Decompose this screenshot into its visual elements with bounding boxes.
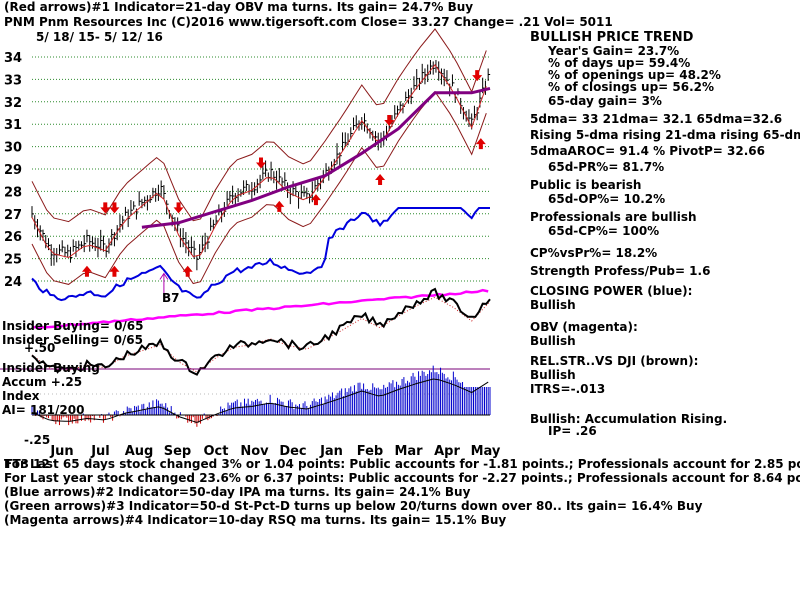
- signal-arrows: [81, 70, 486, 294]
- month-label: May: [471, 444, 501, 459]
- panel-line: Bullish: [530, 368, 576, 382]
- month-label: Oct: [204, 444, 229, 459]
- insider-buying-label-2: Insider Buying: [2, 361, 100, 375]
- panel-line: 65d-PR%= 81.7%: [548, 160, 665, 174]
- header-indicator-1: (Red arrows)#1 Indicator=21-day OBV ma t…: [4, 0, 474, 14]
- month-label: Apr: [434, 444, 460, 459]
- panel-line: Strength Profess/Pub= 1.6: [530, 264, 711, 278]
- month-label: Dec: [279, 444, 306, 459]
- magenta-up-arrowhead: [159, 272, 169, 280]
- y-axis: 34 33 32 31 30 29 28 27 26 25 24: [4, 51, 22, 290]
- lower-band-line: [31, 90, 487, 285]
- accum-minus25-label: -.25: [24, 433, 51, 447]
- footer-line: (Green arrows)#3 Indicator=50-d St-Pct-D…: [4, 499, 703, 513]
- header-date-range: 5/ 18/ 15- 5/ 12/ 16: [36, 30, 163, 44]
- panel-title: BULLISH PRICE TREND: [530, 30, 694, 45]
- panel-line: CP%vsPr%= 18.2%: [530, 246, 658, 260]
- red-up-arrow: [475, 138, 486, 150]
- panel-line: IP= .26: [548, 424, 597, 438]
- price-chart: 34 33 32 31 30 29 28 27 26 25 24 Jun Jul Aug Sep Oct No…: [0, 28, 501, 459]
- ai-label: AI= 181/200: [2, 403, 85, 417]
- panel-line: Bullish: Accumulation Rising.: [530, 412, 728, 426]
- red-down-arrow: [109, 202, 120, 214]
- red-up-arrow: [182, 265, 193, 277]
- y-tick-label: 27: [4, 208, 22, 223]
- footer-line: For Last year stock changed 23.6% or 6.3…: [4, 471, 800, 485]
- ma65-line: [141, 86, 491, 229]
- panel-line: 5dmaAROC= 91.4 % PivotP= 32.66: [530, 144, 765, 158]
- panel-line: % of closings up= 56.2%: [548, 80, 715, 94]
- b7-signal-label: B7: [162, 291, 180, 305]
- panel-line: Rising 5-dma rising 21-dma rising 65-dma: [530, 128, 800, 142]
- x-axis-months: Jun Jul Aug Sep Oct Nov Dec Jan Feb Mar Apr May: [49, 444, 501, 459]
- relative-strength-line: [31, 287, 491, 376]
- y-tick-label: 26: [4, 230, 22, 245]
- y-tick-label: 34: [4, 51, 22, 66]
- panel-line: 5dma= 33 21dma= 32.1 65dma=32.6: [530, 112, 783, 126]
- month-label: Feb: [357, 444, 383, 459]
- y-tick-label: 32: [4, 96, 22, 111]
- obv-line: [31, 288, 489, 329]
- y-tick-label: 28: [4, 185, 22, 200]
- header-ticker-line: PNM Pnm Resources Inc (C)2016 www.tigers…: [4, 15, 613, 29]
- red-down-arrow: [384, 114, 395, 126]
- panel-line: % of days up= 59.4%: [548, 56, 691, 70]
- chart-extra-label: TT3 12: [4, 457, 50, 471]
- red-up-arrow: [310, 194, 321, 206]
- red-up-arrow: [375, 173, 386, 185]
- panel-line: Year's Gain= 23.7%: [548, 44, 680, 58]
- panel-line: OBV (magenta):: [530, 320, 638, 334]
- bollinger-bands: [31, 28, 487, 285]
- panel-line: 65-day gain= 3%: [548, 94, 662, 108]
- month-label: Mar: [394, 444, 423, 459]
- y-tick-label: 29: [4, 163, 22, 178]
- red-down-arrow: [472, 70, 483, 82]
- y-tick-label: 30: [4, 141, 22, 156]
- y-tick-label: 24: [4, 275, 22, 290]
- red-up-arrow: [274, 200, 285, 212]
- month-label: Sep: [164, 444, 192, 459]
- ma-lines: [31, 63, 491, 259]
- y-tick-label: 31: [4, 118, 22, 133]
- red-down-arrow: [173, 202, 184, 214]
- price-bars: [31, 59, 491, 271]
- y-tick-label: 33: [4, 73, 22, 88]
- lower-indicators: [0, 207, 491, 427]
- footer-line: (Magenta arrows)#4 Indicator=10-day RSQ …: [4, 513, 507, 527]
- closing-power-line: [31, 207, 490, 302]
- panel-line: % of openings up= 48.2%: [548, 68, 721, 82]
- panel-line: CLOSING POWER (blue):: [530, 284, 693, 298]
- month-label: Nov: [240, 444, 269, 459]
- obv-plus50-label: +.50: [24, 341, 56, 355]
- y-tick-label: 25: [4, 253, 22, 268]
- panel-line: 65d-OP%= 10.2%: [548, 192, 666, 206]
- footer-line: (Blue arrows)#2 Indicator=50-day IPA ma …: [4, 485, 471, 499]
- panel-line: ITRS=-.013: [530, 382, 606, 396]
- month-label: Jan: [319, 444, 343, 459]
- upper-band-line: [31, 28, 487, 223]
- accum-label: Accum +.25: [2, 375, 83, 389]
- red-down-arrow: [100, 202, 111, 214]
- panel-line: Bullish: [530, 334, 576, 348]
- red-down-arrow: [256, 157, 266, 169]
- insider-buying-label: Insider Buying= 0/65: [2, 319, 144, 333]
- red-up-arrow: [109, 265, 120, 277]
- ma21-line: [31, 63, 487, 259]
- panel-line: Bullish: [530, 298, 576, 312]
- index-label: Index: [2, 389, 40, 403]
- month-label: Jul: [90, 444, 110, 459]
- panel-line: 65d-CP%= 100%: [548, 224, 660, 238]
- accum-ma-line: [31, 378, 489, 424]
- footer-line: For Last 65 days stock changed 3% or 1.0…: [4, 457, 800, 471]
- panel-line: REL.STR..VS DJI (brown):: [530, 354, 699, 368]
- red-up-arrow: [81, 265, 92, 277]
- month-label: Aug: [125, 444, 154, 459]
- month-label: Jun: [49, 444, 73, 459]
- insider-selling-label: Insider Selling= 0/65: [2, 333, 144, 347]
- panel-line: Public is bearish: [530, 178, 642, 192]
- panel-line: Professionals are bullish: [530, 210, 697, 224]
